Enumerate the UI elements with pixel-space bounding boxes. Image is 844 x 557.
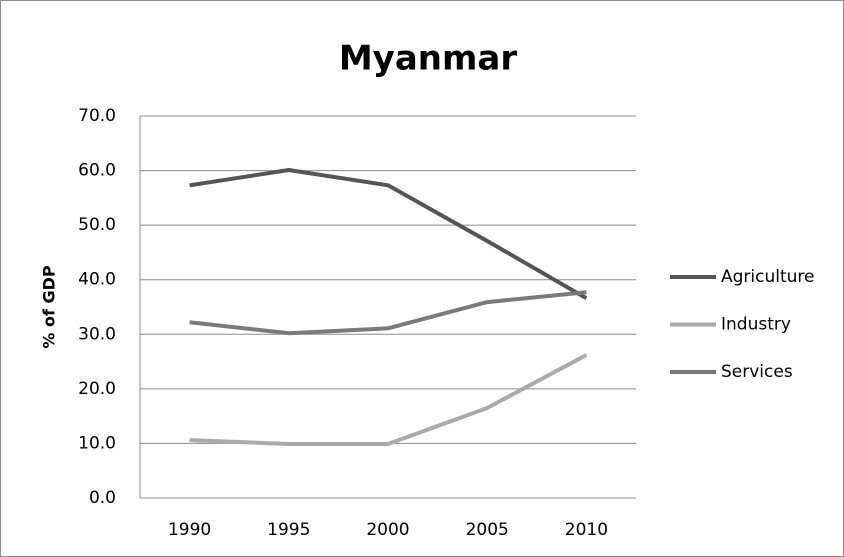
y-tick-label: 60.0 [78, 161, 116, 181]
x-tick-label: 2010 [565, 520, 608, 540]
legend-label: Industry [721, 315, 791, 335]
series-line [189, 290, 587, 336]
y-tick-label: 30.0 [78, 324, 116, 344]
y-axis-label: % of GDP [40, 265, 59, 349]
y-tick-label: 0.0 [89, 488, 116, 508]
series-line [189, 168, 588, 301]
legend-label: Agriculture [721, 267, 815, 287]
x-tick-label: 2000 [366, 520, 409, 540]
y-tick-label: 50.0 [78, 215, 116, 235]
x-tick-label: 1990 [168, 520, 211, 540]
y-tick-label: 10.0 [78, 433, 116, 453]
series-line [189, 353, 588, 446]
x-tick-label: 1995 [267, 520, 310, 540]
y-tick-label: 20.0 [78, 379, 116, 399]
y-tick-label: 70.0 [78, 106, 116, 126]
legend-label: Services [721, 362, 793, 382]
x-tick-label: 2005 [466, 520, 509, 540]
y-tick-label: 40.0 [78, 270, 116, 290]
chart-title: Myanmar [339, 39, 518, 79]
